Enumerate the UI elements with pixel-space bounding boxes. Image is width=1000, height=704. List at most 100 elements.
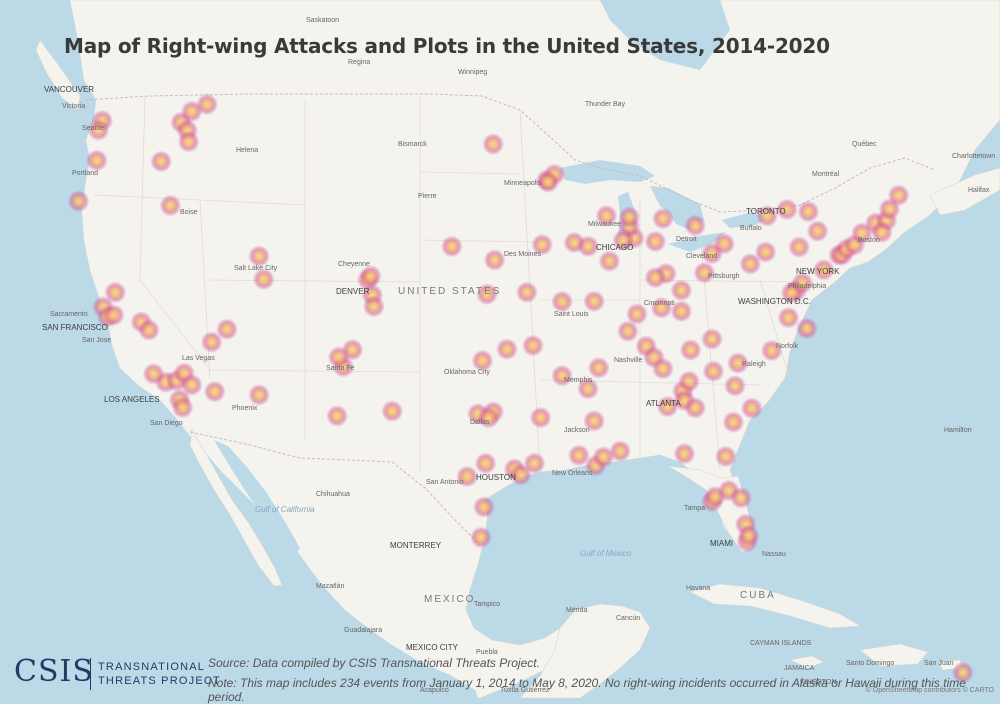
csis-logo: CSIS — [14, 654, 94, 689]
incident-marker — [440, 235, 463, 258]
incident-marker — [650, 296, 673, 319]
city-label-new-york: NEW YORK — [796, 267, 840, 276]
city-label-cleveland: Cleveland — [686, 253, 717, 260]
city-label-san-juan: San Juan — [924, 660, 954, 667]
city-labels: Saskatoon Regina Winnipeg Thunder Bay VA… — [42, 17, 995, 694]
city-label-winnipeg: Winnipeg — [458, 69, 487, 76]
city-label-mexico-city: MEXICO CITY — [406, 643, 459, 652]
city-label-chihuahua: Chihuahua — [316, 491, 350, 498]
incident-marker — [470, 526, 492, 549]
city-label-buffalo: Buffalo — [740, 225, 762, 232]
city-label-regina: Regina — [348, 59, 370, 66]
city-label-merida: Mérida — [566, 607, 588, 614]
city-label-bismarck: Bismarck — [398, 141, 427, 148]
incident-marker — [196, 93, 219, 116]
incident-marker — [359, 265, 382, 287]
city-label-new-orleans: New Orleans — [552, 470, 593, 477]
city-label-washington: WASHINGTON D.C. — [738, 297, 811, 306]
city-label-havana: Havana — [686, 585, 710, 592]
incident-marker — [670, 279, 693, 302]
city-label-santo-domingo: Santo Domingo — [846, 660, 894, 667]
incident-marker — [577, 235, 600, 258]
incident-marker — [200, 331, 223, 354]
city-label-mazatlan: Mazatlán — [316, 583, 345, 590]
city-label-pittsburgh: Pittsburgh — [708, 273, 740, 280]
incident-marker — [684, 396, 707, 419]
hudson-bay — [600, 0, 730, 70]
water-label-gulf-of-california: Gulf of California — [255, 505, 315, 514]
incident-marker — [362, 295, 385, 318]
incident-marker — [730, 486, 753, 509]
incident-marker — [381, 400, 404, 423]
baja-peninsula — [189, 429, 283, 587]
incident-marker — [104, 281, 127, 304]
incident-marker — [537, 171, 560, 193]
city-label-acapulco: Acapulco — [420, 687, 449, 694]
incident-marker — [523, 452, 546, 475]
us-mexico-border — [189, 431, 481, 546]
city-label-minneapolis: Minneapolis — [504, 180, 542, 187]
state-borders — [94, 95, 801, 471]
city-label-pierre: Pierre — [418, 193, 437, 200]
city-label-boise: Boise — [180, 209, 198, 216]
incident-marker — [670, 300, 693, 323]
incident-marker — [327, 346, 350, 369]
incident-marker — [87, 119, 110, 141]
incident-marker — [737, 524, 760, 547]
us-canada-border — [84, 93, 936, 213]
incident-marker — [159, 194, 182, 217]
incident-marker — [713, 232, 736, 255]
city-label-portland: Portland — [72, 170, 98, 177]
incident-marker — [595, 204, 618, 227]
city-label-montreal: Montréal — [812, 171, 840, 178]
incident-marker — [656, 395, 679, 418]
city-label-jackson: Jackson — [564, 427, 590, 434]
incident-marker — [477, 406, 500, 429]
water-label-gulf-of-mexico: Gulf of Mexico — [580, 549, 632, 558]
city-label-raleigh: Raleigh — [742, 361, 766, 368]
incident-marker — [142, 362, 165, 385]
incident-marker — [476, 283, 499, 306]
incident-marker — [776, 198, 798, 221]
program-name-line2: THREATS PROJECT — [98, 675, 221, 687]
incident-marker — [652, 357, 674, 380]
city-label-cayman: CAYMAN ISLANDS — [750, 640, 812, 647]
incident-marker — [248, 383, 271, 406]
city-label-atlanta: ATLANTA — [646, 399, 681, 408]
incident-marker — [870, 221, 893, 244]
city-label-san-antonio: San Antonio — [426, 479, 464, 486]
incident-marker — [496, 338, 518, 361]
city-label-cheyenne: Cheyenne — [338, 261, 370, 268]
city-label-saskatoon: Saskatoon — [306, 17, 339, 24]
city-label-miami: MIAMI — [710, 539, 733, 548]
incident-marker — [67, 190, 90, 213]
map-attribution[interactable]: © OpenStreetMap contributors © CARTO — [865, 687, 994, 694]
city-label-norfolk: Norfolk — [776, 343, 799, 350]
nova-scotia — [929, 167, 1000, 216]
incident-marker — [626, 303, 648, 325]
country-label-mexico: MEXICO — [424, 594, 475, 605]
incident-marker — [673, 442, 696, 465]
incident-marker — [951, 661, 974, 684]
vancouver-island — [35, 39, 81, 111]
city-label-kingston: KINGSTON — [800, 679, 836, 686]
city-label-oklahoma-city: Oklahoma City — [444, 369, 490, 376]
city-label-sacramento: Sacramento — [50, 311, 88, 318]
city-label-san-jose: San Jose — [82, 337, 111, 344]
incident-marker — [474, 452, 497, 475]
city-label-houston: HOUSTON — [476, 473, 516, 482]
city-label-chicago: CHICAGO — [596, 243, 633, 252]
city-label-tuxtla: Tuxtla Gutiérrez — [500, 687, 550, 694]
city-label-hamilton: Hamilton — [944, 427, 972, 434]
incident-marker — [612, 229, 635, 252]
city-label-cancun: Cancún — [616, 615, 640, 622]
incident-marker — [180, 374, 203, 396]
city-label-quebec: Québec — [852, 141, 877, 148]
incident-marker — [248, 245, 271, 268]
incident-marker — [795, 317, 818, 340]
incident-marker — [592, 446, 615, 468]
city-label-nashville: Nashville — [614, 357, 643, 364]
incident-marker — [727, 352, 749, 375]
